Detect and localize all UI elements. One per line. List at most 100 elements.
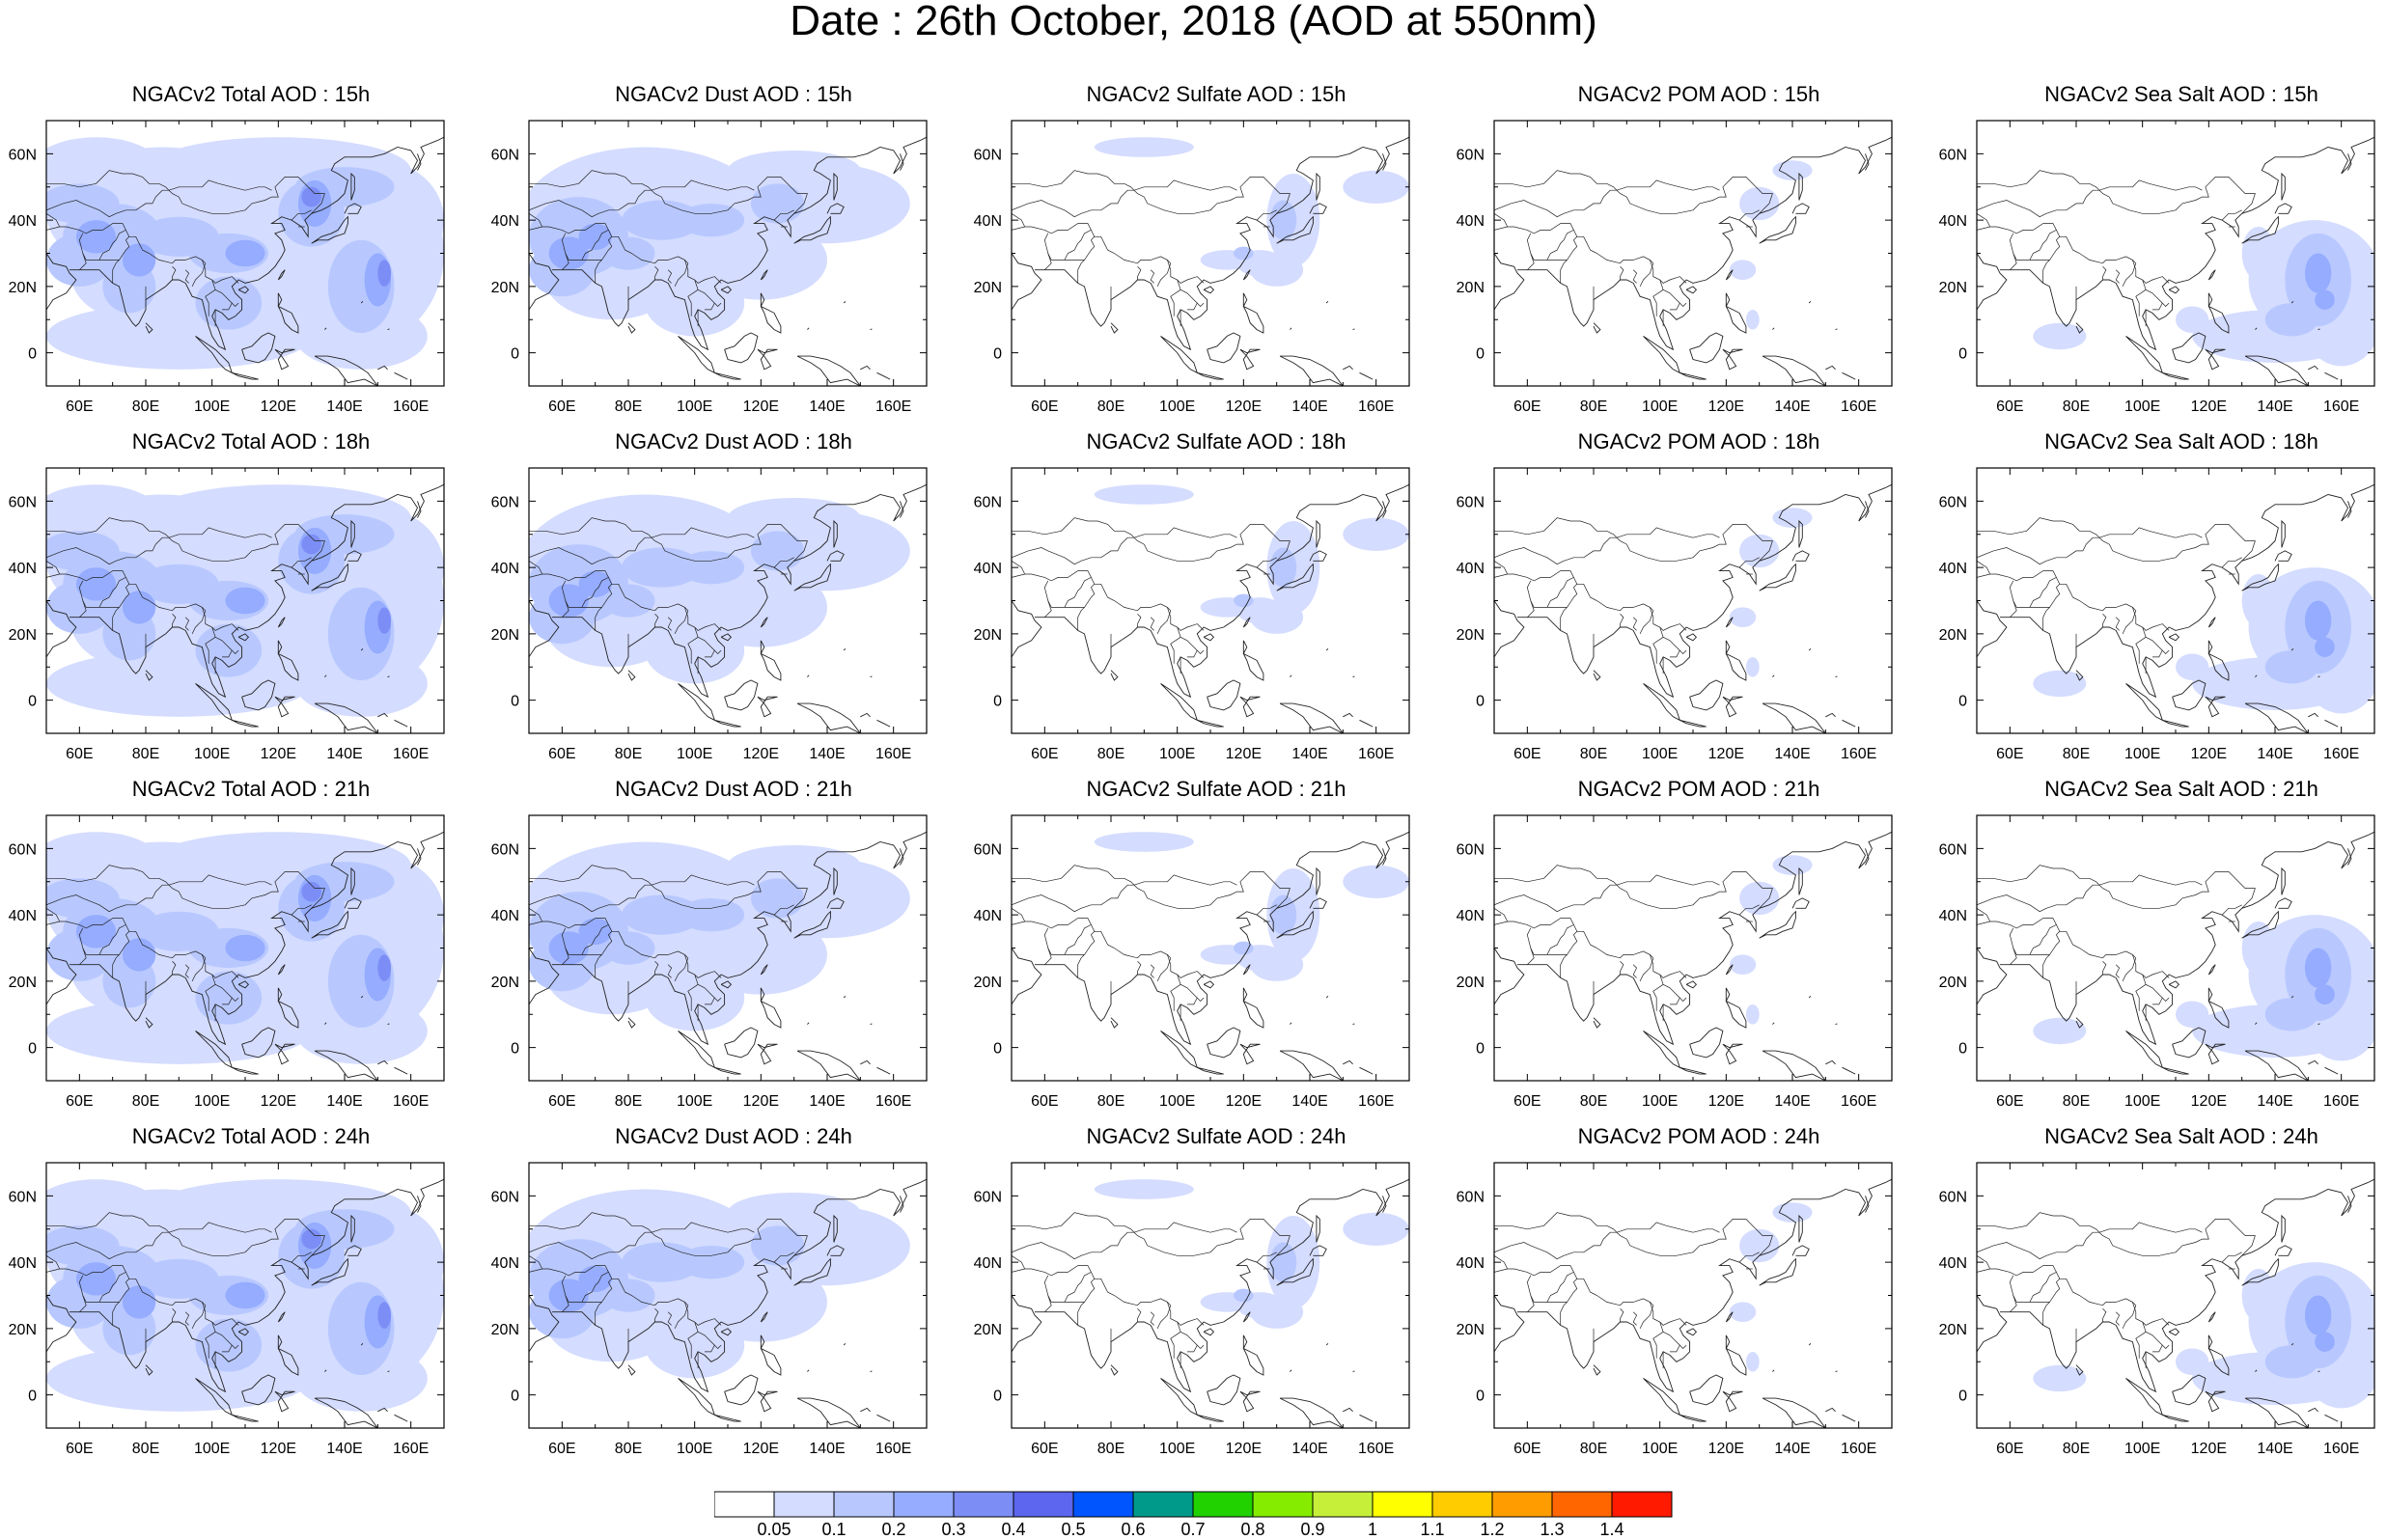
country-border xyxy=(1620,961,1624,975)
coastline xyxy=(2075,1017,2084,1029)
country-border xyxy=(1560,931,1578,978)
country-border xyxy=(1977,908,1991,922)
panel-title: NGACv2 Total AOD : 24h xyxy=(131,1124,371,1148)
figure-title: Date : 26th October, 2018 (AOD at 550nm) xyxy=(790,0,1597,44)
country-border xyxy=(1494,223,1574,261)
coastline xyxy=(2000,136,2374,351)
coastline xyxy=(1316,1214,1320,1243)
country-border xyxy=(2122,260,2137,288)
country-border xyxy=(1077,931,1096,978)
coastline xyxy=(1012,600,1042,658)
coastline xyxy=(1197,371,1224,380)
lat-tick-label: 20N xyxy=(974,1322,1002,1338)
coastline xyxy=(1494,1295,1525,1353)
aod-field xyxy=(1494,483,1892,733)
lon-tick-label: 80E xyxy=(2063,1441,2090,1457)
coastline xyxy=(2324,719,2339,728)
coastline xyxy=(1160,1378,1199,1416)
coastline xyxy=(793,215,831,244)
lon-tick-label: 160E xyxy=(1841,1093,1876,1110)
aod-contour-level-3 xyxy=(548,584,589,618)
country-border xyxy=(1632,617,1638,631)
coastline xyxy=(1279,355,1344,386)
country-border xyxy=(1494,1212,1618,1233)
lat-tick-label: 40N xyxy=(491,1255,519,1272)
coastline xyxy=(1279,1397,1344,1428)
coastline xyxy=(277,964,286,976)
country-border xyxy=(125,1272,239,1326)
aod-map: 60E 80E 100E 120E 140E 160E 60N 40N 20N 0 xyxy=(1457,120,1893,415)
country-border xyxy=(1494,908,1509,922)
aod-contour-level-3 xyxy=(548,931,589,965)
country-border xyxy=(714,1344,722,1349)
coastline xyxy=(1276,563,1314,591)
aod-contour-level-1 xyxy=(46,1345,312,1412)
coastline xyxy=(360,647,364,651)
country-border xyxy=(2221,209,2242,221)
lon-tick-label: 60E xyxy=(1513,399,1540,415)
country-border xyxy=(561,927,569,965)
country-border xyxy=(1494,865,1618,886)
coastline xyxy=(1759,563,1796,591)
map-panel-pom: NGACv2 POM AOD : 15h 60E 80E 100E 120E 140E 16… xyxy=(1448,82,1930,415)
coastline xyxy=(1197,1066,1224,1075)
country-border xyxy=(1012,908,1026,922)
coastline xyxy=(760,640,782,681)
lat-tick-label: 40N xyxy=(491,908,519,924)
aod-map: 60E 80E 100E 120E 140E 160E 60N 40N 20N 0 xyxy=(491,1162,928,1457)
coastline xyxy=(1689,679,1724,711)
country-border xyxy=(1197,649,1205,654)
aod-contour-level-3 xyxy=(75,220,117,254)
map-panel-pom: NGACv2 POM AOD : 21h 60E 80E 100E 120E 140E 16… xyxy=(1448,777,1930,1110)
country-border xyxy=(1180,636,1198,658)
coastline xyxy=(1239,696,1261,718)
country-border xyxy=(1616,179,1720,191)
country-border xyxy=(1738,904,1760,916)
coastline xyxy=(1679,1414,1707,1422)
aod-contour-level-4 xyxy=(377,260,392,287)
colorbar-segment xyxy=(833,1491,895,1518)
aod-contour-level-2 xyxy=(751,183,804,224)
coastline xyxy=(277,292,299,334)
lon-tick-label: 140E xyxy=(326,1441,362,1457)
coastline xyxy=(2205,1043,2226,1065)
coastline xyxy=(1316,172,1320,201)
country-border xyxy=(773,1251,794,1263)
coastline xyxy=(1593,670,1601,681)
lon-tick-label: 80E xyxy=(1580,1441,1607,1457)
coastline xyxy=(1842,371,1856,380)
aod-contour-level-1 xyxy=(1739,1228,1780,1263)
country-border xyxy=(1012,213,1026,228)
aod-map: 60E 80E 100E 120E 140E 160E 60N 40N 20N 0 xyxy=(9,814,445,1110)
lon-tick-label: 100E xyxy=(194,1441,230,1457)
aod-map: 60E 80E 100E 120E 140E 160E 60N 40N 20N 0 xyxy=(974,120,1410,415)
country-border xyxy=(1012,865,1135,886)
coastline xyxy=(274,1043,295,1065)
lon-tick-label: 60E xyxy=(1031,1441,1058,1457)
panel-title: NGACv2 Total AOD : 21h xyxy=(131,777,371,801)
coastline xyxy=(1679,719,1707,728)
colorbar-label: 1.2 xyxy=(1480,1520,1504,1537)
coastline xyxy=(232,371,259,380)
country-border xyxy=(2009,580,2017,618)
coastline xyxy=(1203,633,1215,642)
lat-tick-label: 20N xyxy=(1939,975,1967,991)
lon-tick-label: 120E xyxy=(261,1441,296,1457)
coastline xyxy=(1035,1178,1409,1393)
coastline xyxy=(1203,286,1215,294)
coastline xyxy=(2168,633,2180,642)
coastline xyxy=(552,1178,927,1393)
lat-tick-label: 0 xyxy=(1958,346,1967,363)
aod-map: 60E 80E 100E 120E 140E 160E 60N 40N 20N 0 xyxy=(1939,814,2375,1110)
country-border xyxy=(46,871,325,913)
aod-contour-level-1 xyxy=(1729,607,1757,627)
country-border xyxy=(2102,266,2107,280)
coastline xyxy=(529,948,560,1005)
aod-contour-level-2 xyxy=(1269,547,1297,588)
lat-tick-label: 40N xyxy=(1457,561,1485,577)
panel-title: NGACv2 POM AOD : 18h xyxy=(1577,429,1820,454)
coastline xyxy=(1290,674,1292,677)
aod-contour-level-1 xyxy=(294,998,428,1064)
aod-field xyxy=(46,483,444,733)
lat-tick-label: 40N xyxy=(9,908,37,924)
